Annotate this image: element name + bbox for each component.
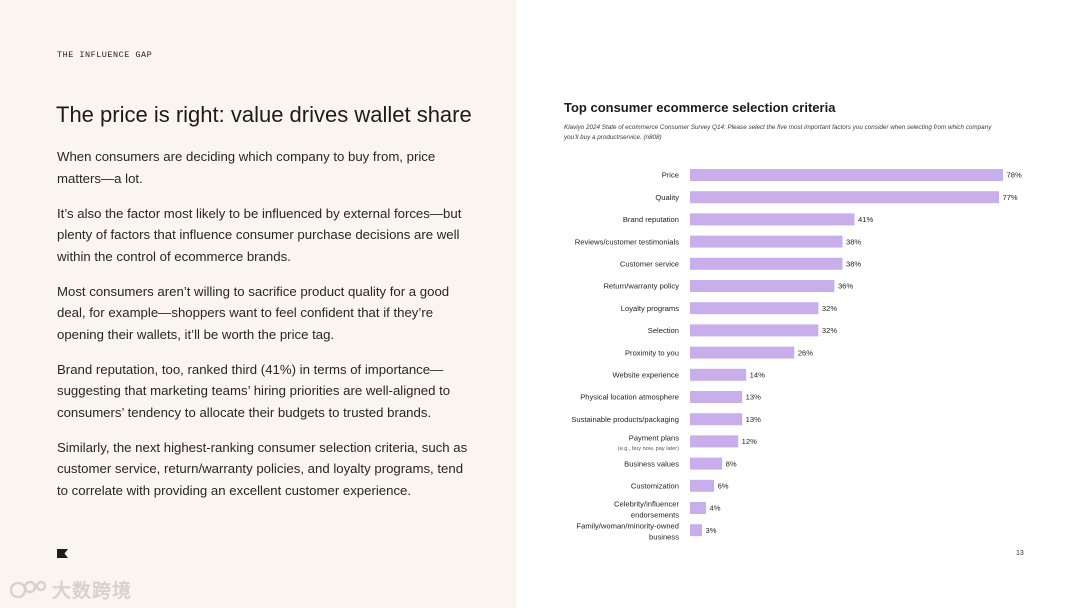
page-number: 13 <box>1016 550 1024 557</box>
brand-logo-icon <box>57 549 68 558</box>
category-label: Brand reputation <box>623 215 679 224</box>
category-label: Proximity to you <box>625 348 679 357</box>
bar <box>690 280 835 292</box>
value-label: 26% <box>798 348 813 357</box>
category-label: Quality <box>655 193 679 202</box>
category-label: Customization <box>631 482 679 491</box>
section-eyebrow: THE INFLUENCE GAP <box>57 50 153 60</box>
value-label: 32% <box>822 304 837 313</box>
bar <box>690 169 1003 181</box>
value-label: 8% <box>726 459 737 468</box>
value-label: 6% <box>718 482 729 491</box>
bar <box>690 235 843 248</box>
bar <box>690 479 715 492</box>
value-label: 14% <box>750 371 765 380</box>
bar <box>690 368 747 381</box>
paragraph: Brand reputation, too, ranked third (41%… <box>57 361 451 420</box>
bar-chart: Price 78% Quality 77% Brand reputation 41% Rev… <box>571 169 1022 542</box>
category-label: Selection <box>648 326 679 335</box>
paragraph: Similarly, the next highest-ranking cons… <box>57 439 468 498</box>
bar <box>690 191 999 204</box>
category-label: Business values <box>624 459 679 468</box>
value-label: 77% <box>1002 193 1017 202</box>
category-label: Loyalty programs <box>621 304 679 313</box>
category-label: Customer service <box>620 260 679 269</box>
value-label: 3% <box>706 526 717 535</box>
paragraph: When consumers are deciding which compan… <box>57 149 436 186</box>
category-label: Celebrity/influencer endorsements <box>614 500 679 520</box>
bar <box>690 302 819 315</box>
value-label: 38% <box>846 260 861 269</box>
bar <box>690 524 703 537</box>
value-label: 36% <box>838 282 853 291</box>
category-label: Website experience <box>612 371 679 380</box>
paragraph: It’s also the factor most likely to be i… <box>57 205 462 264</box>
category-label: Return/warranty policy <box>603 282 679 291</box>
value-label: 78% <box>1007 171 1022 180</box>
category-label: Family/woman/minority-owned business <box>576 522 679 542</box>
value-label: 4% <box>710 504 721 513</box>
chart-title: Top consumer ecommerce selection criteri… <box>564 100 836 115</box>
value-label: 12% <box>742 437 757 446</box>
bar <box>690 502 707 514</box>
value-label: 13% <box>746 393 761 402</box>
left-panel: THE INFLUENCE GAP The price is right: va… <box>0 0 516 608</box>
bar <box>690 457 723 470</box>
bar <box>690 324 819 337</box>
page-headline: The price is right: value drives wallet … <box>56 102 472 127</box>
watermark: 大数跨境 <box>8 576 132 603</box>
watermark-logo-icon <box>9 580 47 598</box>
bar <box>690 413 743 426</box>
value-label: 38% <box>846 237 861 246</box>
category-label: Sustainable products/packaging <box>571 415 679 424</box>
paragraph: Most consumers aren’t willing to sacrifi… <box>57 283 450 342</box>
chart-subtitle: Klaviyo 2024 State of ecommerce Consumer… <box>564 124 992 141</box>
bar <box>690 213 855 226</box>
value-label: 32% <box>822 326 837 335</box>
category-label: Price <box>662 171 679 180</box>
body-text: When consumers are deciding which compan… <box>57 146 472 515</box>
watermark-text: 大数跨境 <box>52 580 133 602</box>
category-label: Reviews/customer testimonials <box>575 237 679 246</box>
value-label: 41% <box>858 215 873 224</box>
bar <box>690 346 795 359</box>
category-label: Physical location atmosphere <box>580 393 679 402</box>
bar <box>690 391 743 403</box>
bar <box>690 257 843 270</box>
category-sublabel: (e.g., buy now, pay later) <box>618 446 679 452</box>
bar <box>690 435 739 448</box>
value-label: 13% <box>746 415 761 424</box>
category-label: Payment plans <box>629 433 679 442</box>
